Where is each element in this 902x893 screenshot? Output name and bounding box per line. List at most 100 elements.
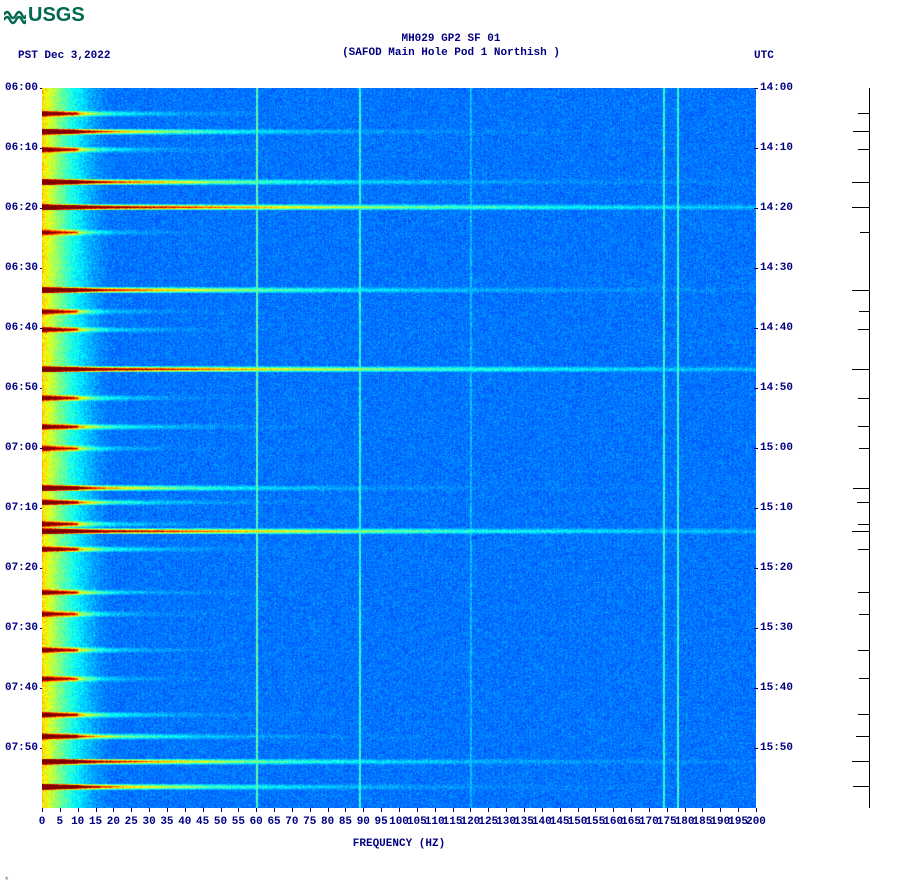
amplitude-tick	[860, 232, 870, 233]
ytick-left: 06:40	[5, 322, 38, 334]
xtick: 10	[71, 816, 84, 828]
utc-label: UTC	[754, 50, 774, 62]
ytick-right: 14:50	[760, 382, 793, 394]
amplitude-tick	[858, 549, 870, 550]
xtick: 115	[443, 816, 463, 828]
footer-mark: *	[4, 876, 9, 886]
xtick: 20	[107, 816, 120, 828]
xtick: 105	[407, 816, 427, 828]
xtick: 40	[178, 816, 191, 828]
xtick: 50	[214, 816, 227, 828]
x-axis-label: FREQUENCY (HZ)	[42, 838, 756, 850]
xtick: 200	[746, 816, 766, 828]
y-axis-left: 06:0006:1006:2006:3006:4006:5007:0007:10…	[0, 88, 40, 808]
amplitude-tick	[853, 488, 870, 489]
ytick-right: 15:40	[760, 682, 793, 694]
xtick: 35	[160, 816, 173, 828]
amplitude-tick	[858, 398, 870, 399]
ytick-left: 07:00	[5, 442, 38, 454]
amplitude-tick	[852, 369, 870, 370]
xtick: 75	[303, 816, 316, 828]
xtick: 125	[478, 816, 498, 828]
xtick: 155	[585, 816, 605, 828]
amplitude-tick	[859, 448, 870, 449]
y-axis-right: 14:0014:1014:2014:3014:4014:5015:0015:10…	[758, 88, 808, 808]
xtick: 60	[250, 816, 263, 828]
ytick-right: 15:10	[760, 502, 793, 514]
ytick-left: 07:20	[5, 562, 38, 574]
ytick-right: 14:10	[760, 142, 793, 154]
amplitude-tick	[858, 329, 870, 330]
wave-icon	[4, 6, 26, 26]
amplitude-tick	[852, 290, 870, 291]
amplitude-tick	[858, 592, 870, 593]
ytick-left: 06:20	[5, 202, 38, 214]
spectrogram-plot	[42, 88, 756, 808]
xtick: 145	[550, 816, 570, 828]
amplitude-strip	[840, 88, 870, 808]
ytick-left: 06:10	[5, 142, 38, 154]
ytick-left: 06:50	[5, 382, 38, 394]
xtick: 195	[728, 816, 748, 828]
amplitude-tick	[852, 531, 870, 532]
ytick-left: 06:00	[5, 82, 38, 94]
xtick: 180	[675, 816, 695, 828]
ytick-right: 15:00	[760, 442, 793, 454]
amplitude-tick	[859, 311, 870, 312]
xtick: 135	[514, 816, 534, 828]
xtick: 45	[196, 816, 209, 828]
xtick: 170	[639, 816, 659, 828]
xtick: 70	[285, 816, 298, 828]
usgs-logo: USGS	[4, 4, 85, 27]
xtick: 0	[39, 816, 46, 828]
xtick: 15	[89, 816, 102, 828]
xtick: 185	[693, 816, 713, 828]
ytick-right: 14:20	[760, 202, 793, 214]
xtick: 100	[389, 816, 409, 828]
xtick: 110	[425, 816, 445, 828]
amplitude-tick	[859, 678, 870, 679]
amplitude-tick	[856, 736, 871, 737]
amplitude-tick	[853, 131, 870, 132]
xtick: 150	[568, 816, 588, 828]
amplitude-tick	[852, 761, 870, 762]
xtick: 55	[232, 816, 245, 828]
amplitude-tick	[857, 502, 870, 503]
xtick: 90	[357, 816, 370, 828]
xtick: 85	[339, 816, 352, 828]
spectrogram-canvas	[42, 88, 756, 808]
xtick: 130	[496, 816, 516, 828]
xtick: 95	[375, 816, 388, 828]
ytick-right: 14:40	[760, 322, 793, 334]
amplitude-tick	[859, 614, 870, 615]
ytick-left: 07:30	[5, 622, 38, 634]
pst-date-label: PST Dec 3,2022	[18, 50, 110, 62]
ytick-left: 07:40	[5, 682, 38, 694]
xtick: 5	[57, 816, 64, 828]
title-line1: MH029 GP2 SF 01	[0, 32, 902, 46]
amplitude-tick	[858, 426, 870, 427]
logo-text: USGS	[28, 4, 85, 27]
ytick-right: 15:50	[760, 742, 793, 754]
amplitude-tick	[858, 524, 870, 525]
ytick-left: 07:50	[5, 742, 38, 754]
xtick: 65	[267, 816, 280, 828]
ytick-right: 14:00	[760, 82, 793, 94]
amplitude-tick	[858, 650, 870, 651]
ytick-right: 15:20	[760, 562, 793, 574]
ytick-right: 15:30	[760, 622, 793, 634]
amplitude-tick	[858, 149, 870, 150]
xtick: 80	[321, 816, 334, 828]
ytick-left: 07:10	[5, 502, 38, 514]
ytick-right: 14:30	[760, 262, 793, 274]
ytick-left: 06:30	[5, 262, 38, 274]
amplitude-tick	[852, 182, 870, 183]
xtick: 165	[621, 816, 641, 828]
xtick: 140	[532, 816, 552, 828]
xtick: 190	[710, 816, 730, 828]
amplitude-tick	[858, 714, 870, 715]
xtick: 30	[142, 816, 155, 828]
xtick: 25	[125, 816, 138, 828]
amplitude-tick	[852, 207, 870, 208]
amplitude-tick	[858, 113, 870, 114]
